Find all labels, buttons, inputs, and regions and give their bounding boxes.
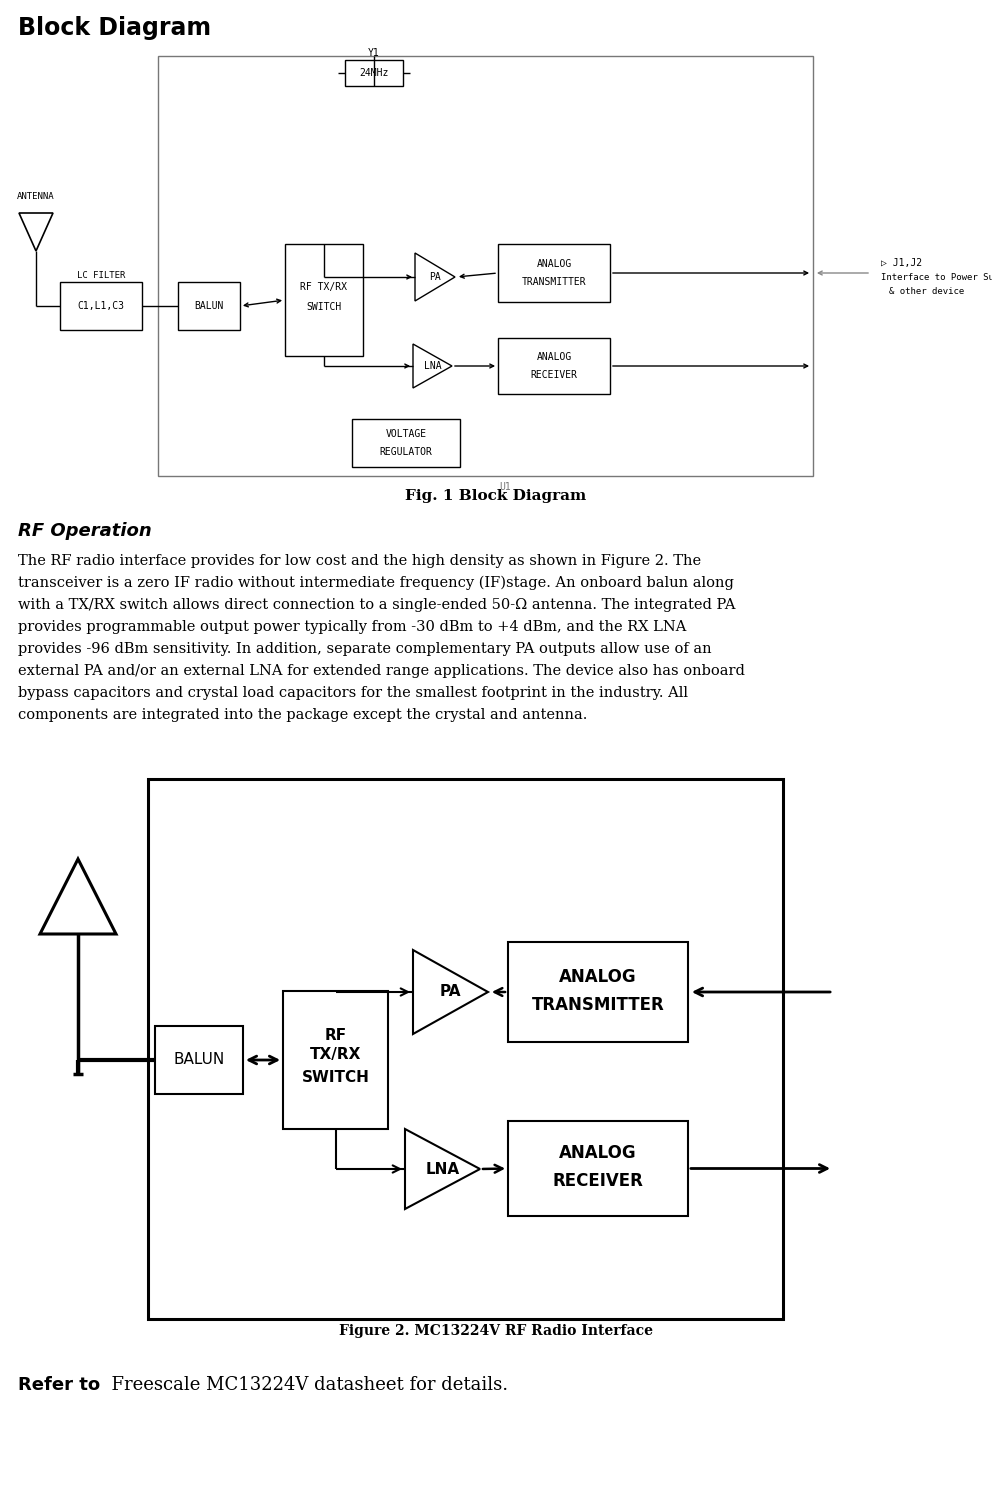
Text: TX/RX: TX/RX bbox=[310, 1047, 361, 1062]
Text: Figure 2. MC13224V RF Radio Interface: Figure 2. MC13224V RF Radio Interface bbox=[339, 1324, 653, 1339]
Bar bbox=[60, 282, 142, 330]
Text: provides programmable output power typically from -30 dBm to +4 dBm, and the RX : provides programmable output power typic… bbox=[18, 620, 686, 633]
Bar bbox=[285, 244, 363, 356]
Bar bbox=[508, 1120, 688, 1216]
Text: TRANSMITTER: TRANSMITTER bbox=[532, 996, 665, 1014]
Text: REGULATOR: REGULATOR bbox=[380, 447, 433, 457]
Text: ANALOG: ANALOG bbox=[559, 968, 637, 986]
Text: Refer to: Refer to bbox=[18, 1376, 100, 1394]
Text: SWITCH: SWITCH bbox=[307, 302, 341, 312]
Text: RF TX/RX: RF TX/RX bbox=[301, 282, 347, 291]
Bar bbox=[155, 1026, 243, 1094]
Text: C1,L1,C3: C1,L1,C3 bbox=[77, 300, 125, 311]
Text: RF: RF bbox=[324, 1028, 346, 1043]
Bar bbox=[508, 943, 688, 1041]
Text: with a TX/RX switch allows direct connection to a single-ended 50-Ω antenna. The: with a TX/RX switch allows direct connec… bbox=[18, 598, 735, 613]
Text: ANALOG: ANALOG bbox=[537, 353, 571, 362]
Text: Y1: Y1 bbox=[368, 48, 380, 58]
Text: PA: PA bbox=[430, 272, 440, 282]
Bar bbox=[178, 282, 240, 330]
Text: ▷ J1,J2: ▷ J1,J2 bbox=[881, 258, 923, 267]
Text: transceiver is a zero IF radio without intermediate frequency (IF)stage. An onbo: transceiver is a zero IF radio without i… bbox=[18, 577, 734, 590]
Text: LNA: LNA bbox=[426, 1161, 459, 1176]
Text: BALUN: BALUN bbox=[194, 300, 223, 311]
Bar bbox=[498, 244, 610, 302]
Bar bbox=[345, 60, 403, 87]
Text: U1: U1 bbox=[500, 483, 511, 492]
Text: Interface to Power Supply: Interface to Power Supply bbox=[881, 273, 992, 282]
Text: provides -96 dBm sensitivity. In addition, separate complementary PA outputs all: provides -96 dBm sensitivity. In additio… bbox=[18, 642, 711, 656]
Text: BALUN: BALUN bbox=[174, 1052, 224, 1068]
Text: ANTENNA: ANTENNA bbox=[17, 193, 55, 202]
Text: RF Operation: RF Operation bbox=[18, 521, 152, 539]
Text: The RF radio interface provides for low cost and the high density as shown in Fi: The RF radio interface provides for low … bbox=[18, 554, 701, 568]
Text: 24MHz: 24MHz bbox=[359, 69, 389, 78]
Bar bbox=[148, 778, 783, 1319]
Text: components are integrated into the package except the crystal and antenna.: components are integrated into the packa… bbox=[18, 708, 587, 722]
Text: LC FILTER: LC FILTER bbox=[76, 270, 125, 279]
Text: RECEIVER: RECEIVER bbox=[531, 371, 577, 379]
Text: LNA: LNA bbox=[424, 362, 441, 371]
Text: & other device: & other device bbox=[889, 287, 964, 296]
Text: Fig. 1 Block Diagram: Fig. 1 Block Diagram bbox=[406, 489, 586, 503]
Text: bypass capacitors and crystal load capacitors for the smallest footprint in the : bypass capacitors and crystal load capac… bbox=[18, 686, 688, 701]
Bar bbox=[498, 338, 610, 394]
Text: Block Diagram: Block Diagram bbox=[18, 16, 211, 40]
Text: PA: PA bbox=[439, 985, 461, 999]
Bar bbox=[158, 55, 813, 477]
Text: Freescale MC13224V datasheet for details.: Freescale MC13224V datasheet for details… bbox=[100, 1376, 508, 1394]
Bar bbox=[283, 991, 388, 1129]
Text: external PA and/or an external LNA for extended range applications. The device a: external PA and/or an external LNA for e… bbox=[18, 663, 745, 678]
Text: TRANSMITTER: TRANSMITTER bbox=[522, 276, 586, 287]
Bar bbox=[352, 418, 460, 468]
Text: ANALOG: ANALOG bbox=[559, 1144, 637, 1162]
Text: VOLTAGE: VOLTAGE bbox=[386, 429, 427, 439]
Text: SWITCH: SWITCH bbox=[302, 1070, 369, 1085]
Text: RECEIVER: RECEIVER bbox=[553, 1173, 644, 1191]
Text: ANALOG: ANALOG bbox=[537, 258, 571, 269]
